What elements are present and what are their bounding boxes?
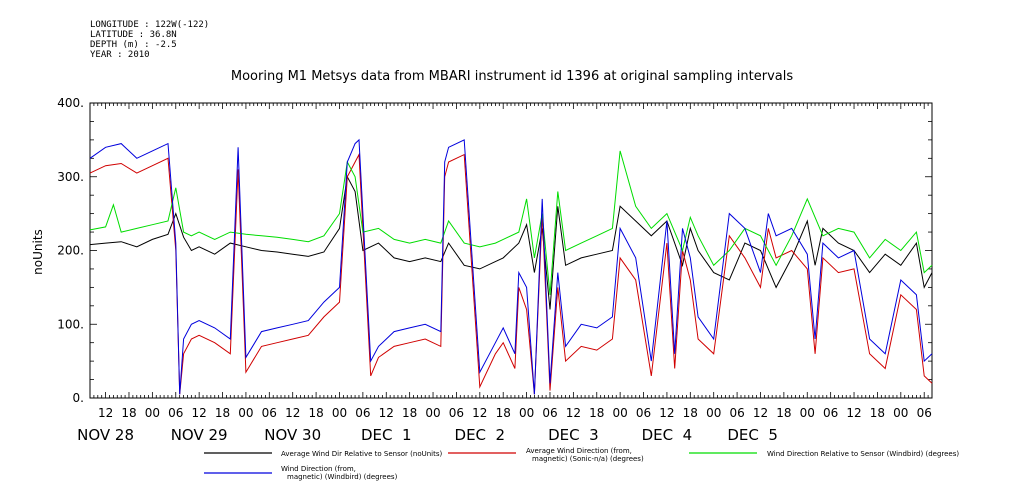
y-tick-label: 0. bbox=[73, 391, 84, 405]
x-hour-label: 06 bbox=[262, 406, 277, 420]
x-hour-label: 00 bbox=[613, 406, 628, 420]
x-hour-label: 12 bbox=[98, 406, 113, 420]
x-hour-label: 06 bbox=[823, 406, 838, 420]
x-day-label: DEC 3 bbox=[548, 426, 599, 444]
x-hour-label: 12 bbox=[379, 406, 394, 420]
x-hour-label: 18 bbox=[308, 406, 323, 420]
x-hour-label: 06 bbox=[449, 406, 464, 420]
depth-text: DEPTH (m) : -2.5 bbox=[90, 40, 177, 50]
legend-label-4: Wind Direction (from, magnetic) (Windbird… bbox=[281, 465, 398, 481]
x-hour-label: 18 bbox=[402, 406, 417, 420]
x-hour-label: 00 bbox=[706, 406, 721, 420]
x-day-label: DEC 2 bbox=[455, 426, 506, 444]
mooring-metadata: LONGITUDE : 122W(-122) LATITUDE : 36.8N … bbox=[90, 20, 209, 60]
x-hour-label: 18 bbox=[215, 406, 230, 420]
year-text: YEAR : 2010 bbox=[90, 50, 150, 60]
x-hour-label: 00 bbox=[425, 406, 440, 420]
legend-label-1: Average Wind Dir Relative to Sensor (noU… bbox=[281, 450, 442, 458]
x-hour-label: 12 bbox=[566, 406, 581, 420]
x-hour-label: 00 bbox=[893, 406, 908, 420]
x-day-label: NOV 28 bbox=[77, 426, 134, 444]
x-hour-label: 06 bbox=[917, 406, 932, 420]
y-axis-label: noUnits bbox=[31, 229, 45, 275]
y-tick-label: 400. bbox=[57, 96, 84, 110]
y-tick-label: 100. bbox=[57, 317, 84, 331]
series-line-3 bbox=[89, 150, 933, 295]
x-hour-label: 06 bbox=[542, 406, 557, 420]
series-lines bbox=[89, 138, 933, 395]
x-hour-label: 18 bbox=[776, 406, 791, 420]
x-day-label: DEC 1 bbox=[361, 426, 412, 444]
x-hour-label: 12 bbox=[285, 406, 300, 420]
series-line-2 bbox=[89, 152, 933, 395]
x-hour-label: 00 bbox=[145, 406, 160, 420]
x-hour-label: 18 bbox=[121, 406, 136, 420]
x-hour-label: 00 bbox=[800, 406, 815, 420]
x-day-label: DEC 4 bbox=[642, 426, 693, 444]
y-tick-label: 300. bbox=[57, 170, 84, 184]
x-hour-label: 00 bbox=[332, 406, 347, 420]
x-hour-label: 12 bbox=[753, 406, 768, 420]
x-day-label: NOV 30 bbox=[264, 426, 321, 444]
axis-ticks: 0. 100. 200. 300. 400. 12 18 00 06 12 18 00 06 12 18 00… bbox=[57, 96, 933, 444]
legend-label-2: Average Wind Direction (from, magnetic) (… bbox=[526, 447, 644, 463]
x-hour-label: 00 bbox=[238, 406, 253, 420]
chart-title: Mooring M1 Metsys data from MBARI instru… bbox=[231, 69, 793, 84]
x-hour-label: 06 bbox=[729, 406, 744, 420]
x-hour-label: 06 bbox=[168, 406, 183, 420]
longitude-text: LONGITUDE : 122W(-122) bbox=[90, 20, 210, 30]
x-hour-label: 18 bbox=[496, 406, 511, 420]
x-hour-label: 18 bbox=[683, 406, 698, 420]
x-hour-label: 12 bbox=[659, 406, 674, 420]
x-day-label: DEC 5 bbox=[727, 426, 778, 444]
y-tick-label: 200. bbox=[57, 244, 84, 258]
x-hour-label: 06 bbox=[355, 406, 370, 420]
x-day-label: NOV 29 bbox=[171, 426, 228, 444]
x-hour-label: 12 bbox=[472, 406, 487, 420]
series-line-4 bbox=[89, 138, 933, 395]
x-hour-label: 12 bbox=[846, 406, 861, 420]
legend: Average Wind Dir Relative to Sensor (noU… bbox=[204, 447, 959, 481]
legend-label-3: Wind Direction Relative to Sensor (Windb… bbox=[767, 450, 959, 458]
x-hour-label: 00 bbox=[519, 406, 534, 420]
latitude-text: LATITUDE : 36.8N bbox=[90, 30, 177, 40]
series-line-1 bbox=[89, 175, 933, 310]
x-hour-label: 18 bbox=[870, 406, 885, 420]
x-hour-label: 18 bbox=[589, 406, 604, 420]
x-hour-label: 06 bbox=[636, 406, 651, 420]
x-hour-label: 12 bbox=[192, 406, 207, 420]
